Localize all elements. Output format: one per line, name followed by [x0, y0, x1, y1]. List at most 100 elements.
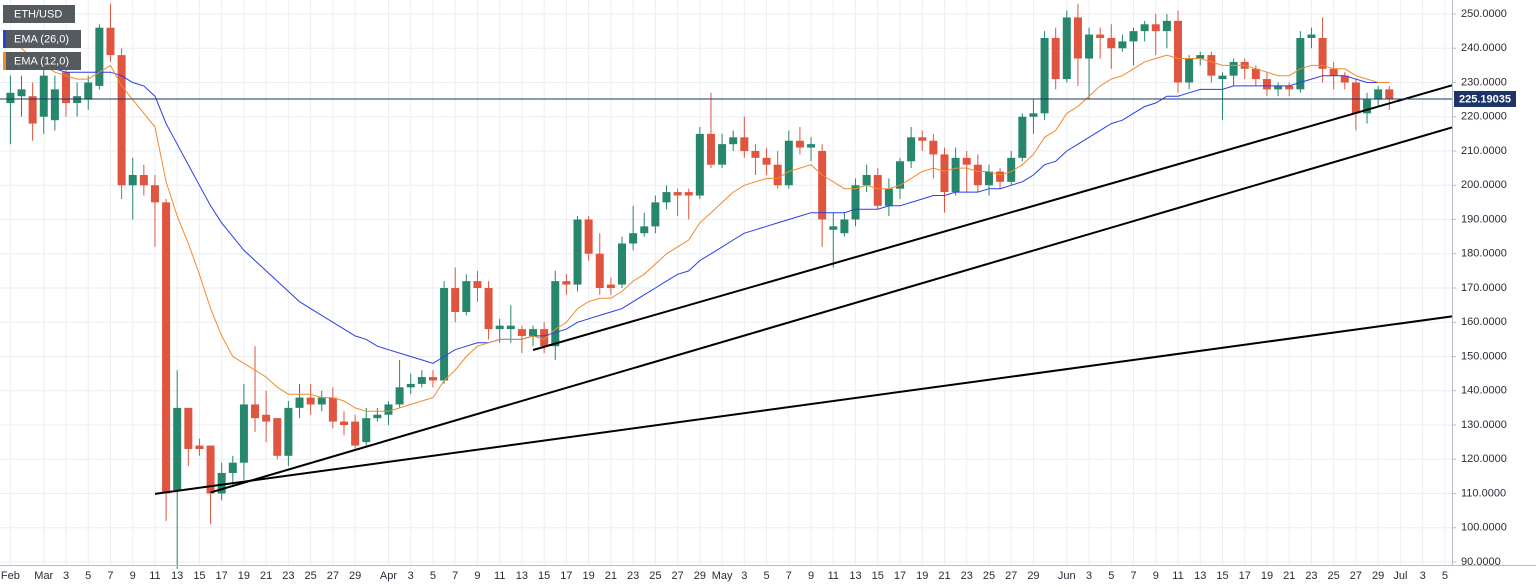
- x-tick-label: 7: [107, 570, 113, 582]
- trendline: [154, 315, 1453, 495]
- legend-box: [3, 30, 81, 48]
- y-tick-label: 100.0000: [1461, 522, 1507, 534]
- y-tick-label: 160.0000: [1461, 316, 1507, 328]
- price-label: 225.19035: [1459, 93, 1511, 105]
- candle-body: [1207, 55, 1216, 76]
- candle-body: [1073, 17, 1082, 59]
- candle-body: [50, 89, 59, 121]
- candle-body: [284, 407, 293, 456]
- legend-swatch: [3, 52, 6, 70]
- candle-body: [28, 96, 37, 124]
- candle-body: [951, 157, 960, 193]
- candle-body: [1374, 89, 1383, 100]
- y-tick-label: 130.0000: [1461, 419, 1507, 431]
- candle-body: [73, 96, 82, 104]
- candle-body: [1196, 55, 1205, 59]
- y-tick-label: 110.0000: [1461, 487, 1506, 499]
- candle-body: [884, 188, 893, 206]
- x-tick-label: 19: [583, 570, 595, 582]
- candle-body: [62, 72, 70, 104]
- candle-body: [529, 329, 538, 336]
- candle-body: [84, 82, 93, 100]
- candle-body: [896, 161, 904, 189]
- candle-body: [1085, 34, 1094, 59]
- candle-body: [251, 404, 260, 419]
- y-tick-label: 90.0000: [1461, 556, 1501, 568]
- candle-body: [1351, 82, 1360, 114]
- x-tick-label: 27: [1005, 570, 1017, 582]
- x-tick-label: 25: [983, 570, 995, 582]
- legend-swatch: [3, 30, 6, 48]
- candle-body: [1129, 31, 1138, 42]
- x-tick-label: 5: [430, 570, 436, 582]
- plot: [6, 3, 1394, 569]
- x-tick-label: 13: [849, 570, 861, 582]
- candle-body: [195, 445, 204, 449]
- candle-body: [306, 397, 315, 405]
- x-tick-label: 21: [605, 570, 617, 582]
- trendline: [532, 84, 1453, 351]
- candle-body: [340, 421, 348, 425]
- candle-body: [651, 202, 660, 227]
- candle-body: [762, 157, 771, 165]
- legend: ETH/USD EMA (26,0) EMA (12,0): [3, 5, 81, 70]
- legend-title: ETH/USD: [14, 8, 62, 20]
- candle-body: [818, 151, 827, 220]
- candle-body: [1018, 116, 1027, 158]
- x-tick-label: May: [712, 570, 733, 582]
- x-tick-label: 23: [282, 570, 294, 582]
- x-tick-label: 17: [894, 570, 906, 582]
- x-tick-label: 17: [216, 570, 228, 582]
- x-tick-label: 23: [1305, 570, 1317, 582]
- legend-box: [3, 52, 81, 70]
- candle-body: [128, 174, 137, 186]
- candle-body: [1285, 85, 1294, 90]
- x-tick-label: 27: [327, 570, 339, 582]
- y-tick-label: 190.0000: [1461, 213, 1507, 225]
- candle-body: [173, 407, 182, 491]
- x-tick-label: 27: [671, 570, 683, 582]
- candle-body: [551, 281, 560, 347]
- candle-body: [484, 288, 493, 330]
- candle-body: [462, 281, 471, 312]
- y-tick-label: 150.0000: [1461, 350, 1507, 362]
- candle-body: [984, 171, 993, 186]
- y-tick-label: 240.0000: [1461, 42, 1507, 54]
- x-tick-label: 19: [238, 570, 250, 582]
- x-tick-label: Jul: [1393, 570, 1407, 582]
- candle-body: [784, 140, 793, 186]
- x-tick-label: 21: [260, 570, 272, 582]
- x-tick-label: 21: [938, 570, 950, 582]
- x-tick-label: 9: [1153, 570, 1159, 582]
- x-tick-label: 21: [1283, 570, 1295, 582]
- candle-body: [862, 174, 871, 186]
- x-tick-label: 11: [1172, 570, 1183, 582]
- ema-line: [10, 61, 1390, 364]
- candle-body: [873, 174, 882, 206]
- y-tick-label: 250.0000: [1461, 8, 1507, 20]
- candle-body: [317, 397, 326, 405]
- candle-body: [740, 137, 749, 151]
- candle-body: [640, 226, 649, 234]
- candle-body: [629, 233, 638, 244]
- candle-body: [929, 140, 938, 155]
- candle-body: [1174, 20, 1182, 83]
- y-tick-label: 210.0000: [1461, 145, 1507, 157]
- x-tick-label: 15: [538, 570, 550, 582]
- candle-body: [940, 154, 949, 193]
- overlay: [0, 37, 1453, 495]
- candle-body: [795, 140, 804, 148]
- x-tick-label: 7: [786, 570, 792, 582]
- candle-body: [17, 89, 26, 97]
- candle-body: [473, 281, 482, 288]
- candle-body: [228, 462, 237, 473]
- candle-body: [1185, 58, 1194, 83]
- candle-body: [362, 418, 371, 443]
- trendline: [210, 126, 1453, 494]
- candle-body: [606, 284, 615, 288]
- x-tick-label: 19: [1261, 570, 1273, 582]
- x-tick-label: Mar: [34, 570, 53, 582]
- candle-body: [1340, 75, 1349, 83]
